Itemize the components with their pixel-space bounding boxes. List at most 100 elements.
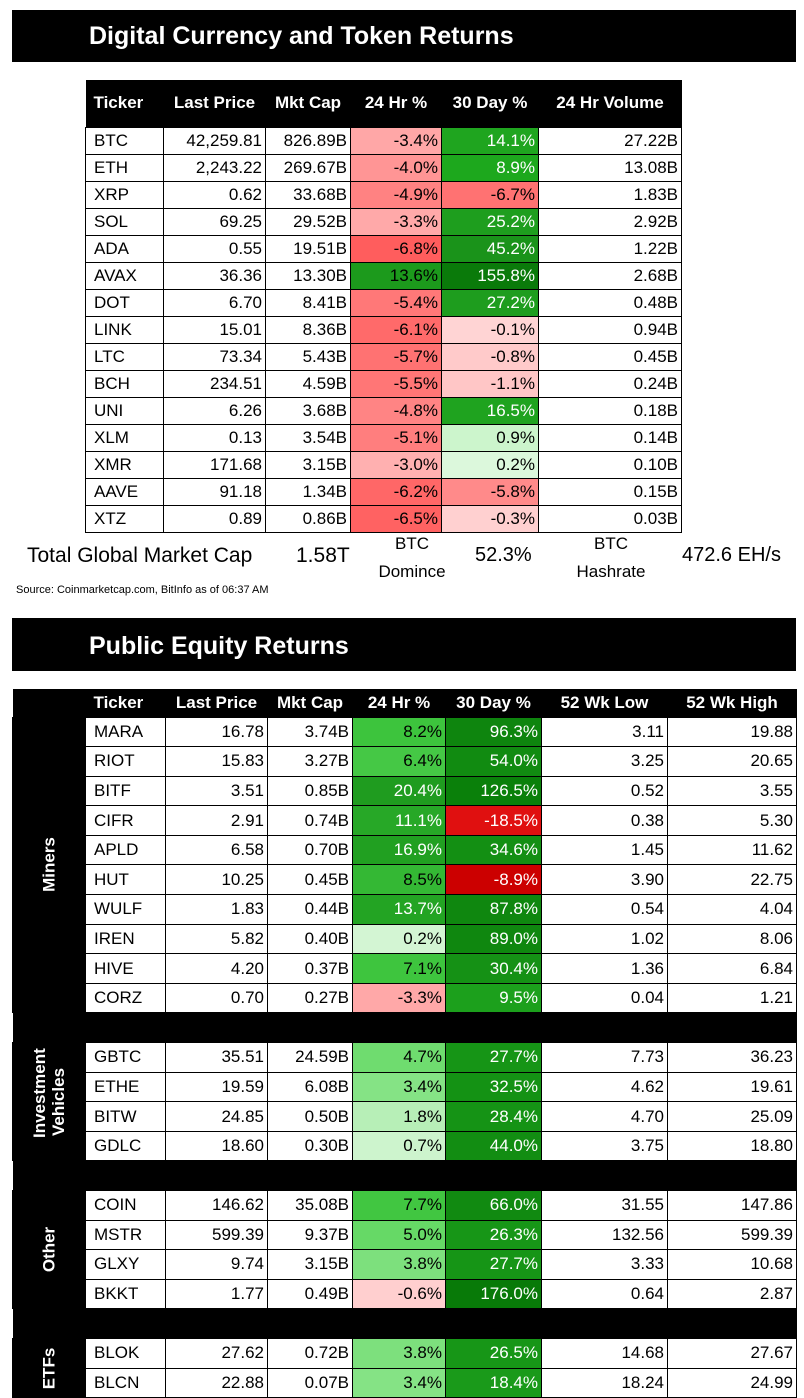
crypto-24h-volume: 0.94B — [538, 315, 682, 344]
equity-30d-change: 26.3% — [445, 1219, 542, 1251]
crypto-last-price: 0.89 — [163, 504, 266, 533]
equity-row: IREN 5.82 0.40B 0.2% 89.0% 1.02 8.06 — [13, 923, 797, 955]
crypto-30d-change: -0.3% — [441, 504, 539, 533]
equity-ticker: GLXY — [85, 1249, 166, 1280]
equity-mkt-cap: 0.85B — [267, 775, 353, 807]
crypto-30d-change: 8.9% — [441, 153, 539, 182]
equity-52wk-low: 31.55 — [541, 1190, 668, 1221]
btc-hashrate-label-line1: BTC — [594, 534, 628, 553]
equity-24h-change: 3.8% — [352, 1249, 446, 1280]
crypto-last-price: 6.26 — [163, 396, 266, 425]
crypto-last-price: 91.18 — [163, 477, 266, 506]
crypto-30d-change: -0.8% — [441, 342, 539, 371]
crypto-mkt-cap: 1.34B — [265, 477, 351, 506]
crypto-row: DOT 6.70 8.41B -5.4% 27.2% 0.48B — [85, 288, 682, 317]
equity-52wk-high: 20.65 — [667, 746, 797, 777]
equity-last-price: 1.77 — [165, 1278, 268, 1310]
group-label-other: Other — [12, 1189, 86, 1310]
equity-mkt-cap: 0.70B — [267, 834, 353, 866]
crypto-mkt-cap: 13.30B — [265, 261, 351, 290]
equity-header-30d: 30 Day % — [445, 689, 542, 717]
equity-30d-change: 96.3% — [445, 716, 542, 748]
crypto-30d-change: 45.2% — [441, 234, 539, 263]
crypto-last-price: 6.70 — [163, 288, 266, 317]
equity-ticker: HIVE — [85, 953, 166, 984]
equity-mkt-cap: 0.37B — [267, 953, 353, 984]
crypto-24h-change: -5.7% — [350, 342, 442, 371]
crypto-24h-change: -6.5% — [350, 504, 442, 533]
equity-30d-change: 87.8% — [445, 894, 542, 925]
equity-ticker: IREN — [85, 923, 166, 955]
crypto-24h-volume: 0.14B — [538, 423, 682, 452]
equity-30d-change: -18.5% — [445, 805, 542, 836]
crypto-24h-volume: 27.22B — [538, 126, 682, 155]
equity-last-price: 10.25 — [165, 864, 268, 896]
equity-ticker: COIN — [85, 1190, 166, 1221]
equity-row: HIVE 4.20 0.37B 7.1% 30.4% 1.36 6.84 — [13, 953, 797, 984]
crypto-title: Digital Currency and Token Returns — [89, 22, 514, 50]
group-separator-cell — [12, 1012, 797, 1043]
equity-last-price: 19.59 — [165, 1071, 268, 1103]
btc-hashrate-value: 472.6 EH/s — [682, 544, 781, 566]
equity-52wk-low: 4.70 — [541, 1101, 668, 1132]
equity-30d-change: 30.4% — [445, 953, 542, 984]
equity-52wk-low: 0.52 — [541, 775, 668, 807]
crypto-24h-change: -6.8% — [350, 234, 442, 263]
btc-hashrate-label-line2: Hashrate — [576, 562, 646, 581]
crypto-ticker: AVAX — [85, 261, 164, 290]
equity-last-price: 1.83 — [165, 894, 268, 925]
total-market-cap-label: Total Global Market Cap — [27, 544, 253, 567]
equity-mkt-cap: 0.49B — [267, 1278, 353, 1310]
equity-52wk-high: 22.75 — [667, 864, 797, 896]
crypto-last-price: 69.25 — [163, 207, 266, 236]
crypto-row: XRP 0.62 33.68B -4.9% -6.7% 1.83B — [85, 180, 682, 209]
crypto-ticker: ADA — [85, 234, 164, 263]
crypto-24h-volume: 1.22B — [538, 234, 682, 263]
equity-30d-change: 44.0% — [445, 1130, 542, 1162]
equity-30d-change: -8.9% — [445, 864, 542, 896]
equity-last-price: 6.58 — [165, 834, 268, 866]
equity-row: Investment Vehicles GBTC 35.51 24.59B 4.7% 27.… — [12, 1042, 797, 1162]
crypto-30d-change: 27.2% — [441, 288, 539, 317]
crypto-last-price: 2,243.22 — [163, 153, 266, 182]
equity-52wk-low: 4.62 — [541, 1071, 668, 1103]
crypto-mkt-cap: 3.68B — [265, 396, 351, 425]
crypto-24h-change: 13.6% — [350, 261, 442, 290]
equity-ticker: GBTC — [85, 1042, 166, 1073]
equity-mkt-cap: 0.72B — [267, 1337, 353, 1369]
crypto-mkt-cap: 4.59B — [265, 369, 351, 398]
equity-last-price: 18.60 — [165, 1130, 268, 1162]
group-label-text: Investment Vehicles — [30, 1048, 68, 1138]
equity-52wk-low: 0.54 — [541, 894, 668, 925]
equity-52wk-high: 4.04 — [667, 894, 797, 925]
equity-24h-change: 16.9% — [352, 834, 446, 866]
equity-row: CORZ 0.70 0.27B -3.3% 9.5% 0.04 1.21 — [13, 982, 797, 1014]
crypto-row: XMR 171.68 3.15B -3.0% 0.2% 0.10B — [85, 450, 682, 479]
group-label-text: ETFs — [39, 1347, 59, 1389]
group-label-text: Other — [39, 1227, 59, 1273]
equity-ticker: MARA — [85, 716, 166, 748]
crypto-mkt-cap: 8.41B — [265, 288, 351, 317]
crypto-24h-volume: 0.18B — [538, 396, 682, 425]
equity-mkt-cap: 24.59B — [267, 1042, 353, 1073]
equity-row: WULF 1.83 0.44B 13.7% 87.8% 0.54 4.04 — [13, 894, 797, 925]
equity-24h-change: 13.7% — [352, 894, 446, 925]
crypto-30d-change: 0.2% — [441, 450, 539, 479]
equity-52wk-low: 132.56 — [541, 1219, 668, 1251]
equity-row: HUT 10.25 0.45B 8.5% -8.9% 3.90 22.75 — [13, 864, 797, 896]
crypto-header-price: Last Price — [163, 80, 266, 126]
group-label-investment-vehicles: Investment Vehicles — [12, 1042, 86, 1162]
equity-24h-change: 1.8% — [352, 1101, 446, 1132]
equity-row: BITF 3.51 0.85B 20.4% 126.5% 0.52 3.55 — [13, 775, 797, 807]
equity-52wk-low: 3.25 — [541, 746, 668, 777]
equity-mkt-cap: 0.44B — [267, 894, 353, 925]
equity-24h-change: 11.1% — [352, 805, 446, 836]
crypto-ticker: XTZ — [85, 504, 164, 533]
crypto-24h-volume: 0.48B — [538, 288, 682, 317]
equity-24h-change: 7.1% — [352, 953, 446, 984]
equity-24h-change: -0.6% — [352, 1278, 446, 1310]
crypto-source-note: Source: Coinmarketcap.com, BitInfo as of… — [16, 584, 269, 596]
equity-52wk-high: 11.62 — [667, 834, 797, 866]
equity-52wk-high: 5.30 — [667, 805, 797, 836]
equity-table: Ticker Last Price Mkt Cap 24 Hr % 30 Day… — [12, 689, 797, 1398]
